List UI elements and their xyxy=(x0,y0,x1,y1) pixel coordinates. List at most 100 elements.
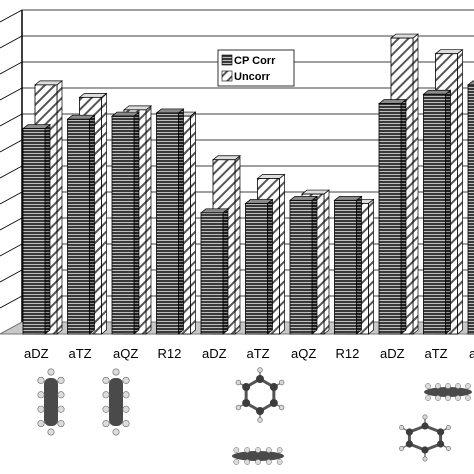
bar-cp-corr-side xyxy=(44,123,51,335)
bar-cp-corr-top xyxy=(422,89,452,95)
bar-uncorr-side xyxy=(457,48,463,335)
molecule-t-shape-bottom-part xyxy=(399,425,405,430)
molecule-benzene-top-view-part xyxy=(278,404,285,411)
bar-cp-corr xyxy=(333,195,363,335)
bar-cp-corr xyxy=(200,208,229,335)
molecule-t-shape-top-part xyxy=(465,395,471,401)
molecule-benzene-sandwich-left-part xyxy=(57,391,65,399)
molecule-benzene-side-view-part xyxy=(255,447,261,453)
gridline-depth xyxy=(0,35,23,49)
molecule-benzene-side-view-part xyxy=(233,459,240,465)
molecule-benzene-side-view-part xyxy=(265,459,272,465)
bar-cp-corr-top xyxy=(378,99,407,104)
bar-cp-corr-top xyxy=(155,108,185,114)
molecule-benzene-top-view-part xyxy=(235,404,242,411)
molecule-benzene-sandwich-left-part xyxy=(37,420,45,428)
molecule-t-shape-top-part xyxy=(435,383,441,389)
molecule-benzene-sandwich-right-part xyxy=(112,428,120,436)
bar-cp-corr-side xyxy=(133,111,140,335)
molecule-illustrations xyxy=(37,367,472,465)
molecule-benzene-top-view-part xyxy=(256,375,264,383)
molecule-benzene-sandwich-right-part xyxy=(109,378,123,426)
bars xyxy=(22,33,474,335)
gridline-depth xyxy=(0,217,23,231)
molecule-benzene-sandwich-right-part xyxy=(122,420,130,428)
bar-cp-corr-front xyxy=(423,93,446,335)
molecule-benzene-top-view xyxy=(235,367,285,423)
bar-uncorr-top xyxy=(434,49,464,55)
bar-cp-corr xyxy=(22,123,51,335)
molecule-benzene-side-view-part xyxy=(276,447,283,453)
molecule-benzene-sandwich-left-part xyxy=(57,376,65,384)
molecule-t-shape-top-part xyxy=(424,387,472,397)
molecule-benzene-side-view-part xyxy=(255,459,261,465)
molecule-benzene-top-view-part xyxy=(269,383,278,391)
bar-uncorr-top xyxy=(123,105,152,111)
molecule-benzene-sandwich-right-part xyxy=(102,376,110,384)
bar-uncorr-side xyxy=(190,111,196,335)
molecule-t-shape-top-part xyxy=(425,395,431,401)
gridline-depth xyxy=(0,9,23,23)
molecule-t-shape-top-part xyxy=(445,383,451,389)
x-tick-label: aTZ xyxy=(247,346,270,361)
bar-cp-corr-front xyxy=(467,84,474,335)
bar-cp-corr xyxy=(467,80,474,335)
bar-uncorr-side xyxy=(101,92,107,335)
molecule-t-shape-bottom-part xyxy=(405,440,414,448)
molecule-t-shape-top-part xyxy=(435,395,441,401)
molecule-benzene-sandwich-right-part xyxy=(122,391,130,399)
molecule-benzene-top-view-part xyxy=(269,399,278,407)
legend-swatch-uncorr xyxy=(221,70,233,82)
x-tick-label: R12 xyxy=(336,346,360,361)
molecule-benzene-sandwich-right-part xyxy=(122,405,130,413)
bar-cp-corr-front xyxy=(156,112,179,335)
molecule-benzene-side-view-part xyxy=(265,447,272,453)
molecule-benzene-top-view-part xyxy=(257,367,263,373)
molecule-benzene-side-view xyxy=(232,447,284,465)
x-tick-label: aQZ xyxy=(469,346,474,361)
bar-cp-corr-side xyxy=(267,198,273,335)
molecule-benzene-sandwich-right xyxy=(102,368,130,436)
bar-uncorr-side xyxy=(279,173,285,335)
molecule-t-shape-bottom-part xyxy=(399,446,405,451)
bar-cp-corr-top xyxy=(111,111,140,117)
bar-cp-corr xyxy=(111,111,140,335)
x-tick-label: aDZ xyxy=(202,346,227,361)
molecule-t-shape-bottom-part xyxy=(405,428,414,436)
bar-cp-corr-top xyxy=(200,208,229,214)
molecule-benzene-top-view-part xyxy=(257,417,263,423)
bar-uncorr-top xyxy=(78,93,108,98)
bar-cp-corr-front xyxy=(22,128,46,335)
legend-label-uncorr: Uncorr xyxy=(234,71,271,83)
x-tick-label: aQZ xyxy=(113,346,138,361)
molecule-benzene-sandwich-left xyxy=(37,368,65,436)
bar-cp-corr-top xyxy=(66,114,96,120)
molecule-t-shape-top xyxy=(424,383,472,401)
molecule-benzene-side-view-part xyxy=(244,459,251,465)
x-tick-label: aDZ xyxy=(24,346,49,361)
molecule-t-shape-bottom-part xyxy=(421,422,429,430)
molecule-benzene-sandwich-left-part xyxy=(57,420,65,428)
molecule-benzene-sandwich-left-part xyxy=(37,391,45,399)
molecule-benzene-top-view-part xyxy=(242,399,251,407)
bar-cp-corr-top xyxy=(244,199,274,204)
molecule-benzene-top-view-part xyxy=(256,407,264,415)
x-tick-label: aTZ xyxy=(425,346,448,361)
x-tick-label: aTZ xyxy=(69,346,92,361)
molecule-benzene-sandwich-right-part xyxy=(122,376,130,384)
bar-cp-corr xyxy=(66,114,96,335)
bar-cp-corr xyxy=(289,195,318,335)
molecule-benzene-top-view-part xyxy=(278,379,285,386)
gridline-depth xyxy=(0,191,23,205)
molecule-benzene-sandwich-right-part xyxy=(102,391,110,399)
molecule-benzene-side-view-part xyxy=(276,459,283,465)
x-tick-label: aDZ xyxy=(380,346,405,361)
molecule-benzene-sandwich-right-part xyxy=(102,405,110,413)
molecule-benzene-sandwich-right-part xyxy=(102,420,110,428)
legend-swatch-cp-corr xyxy=(221,54,233,66)
molecule-benzene-side-view-part xyxy=(233,447,240,453)
x-tick-labels: aDZ aTZ aQZ R12 aDZ aTZ aQZ R12 aDZ aTZ aQZ xyxy=(24,346,474,361)
bar-cp-corr xyxy=(422,89,452,335)
molecule-t-shape-top-part xyxy=(455,395,461,401)
